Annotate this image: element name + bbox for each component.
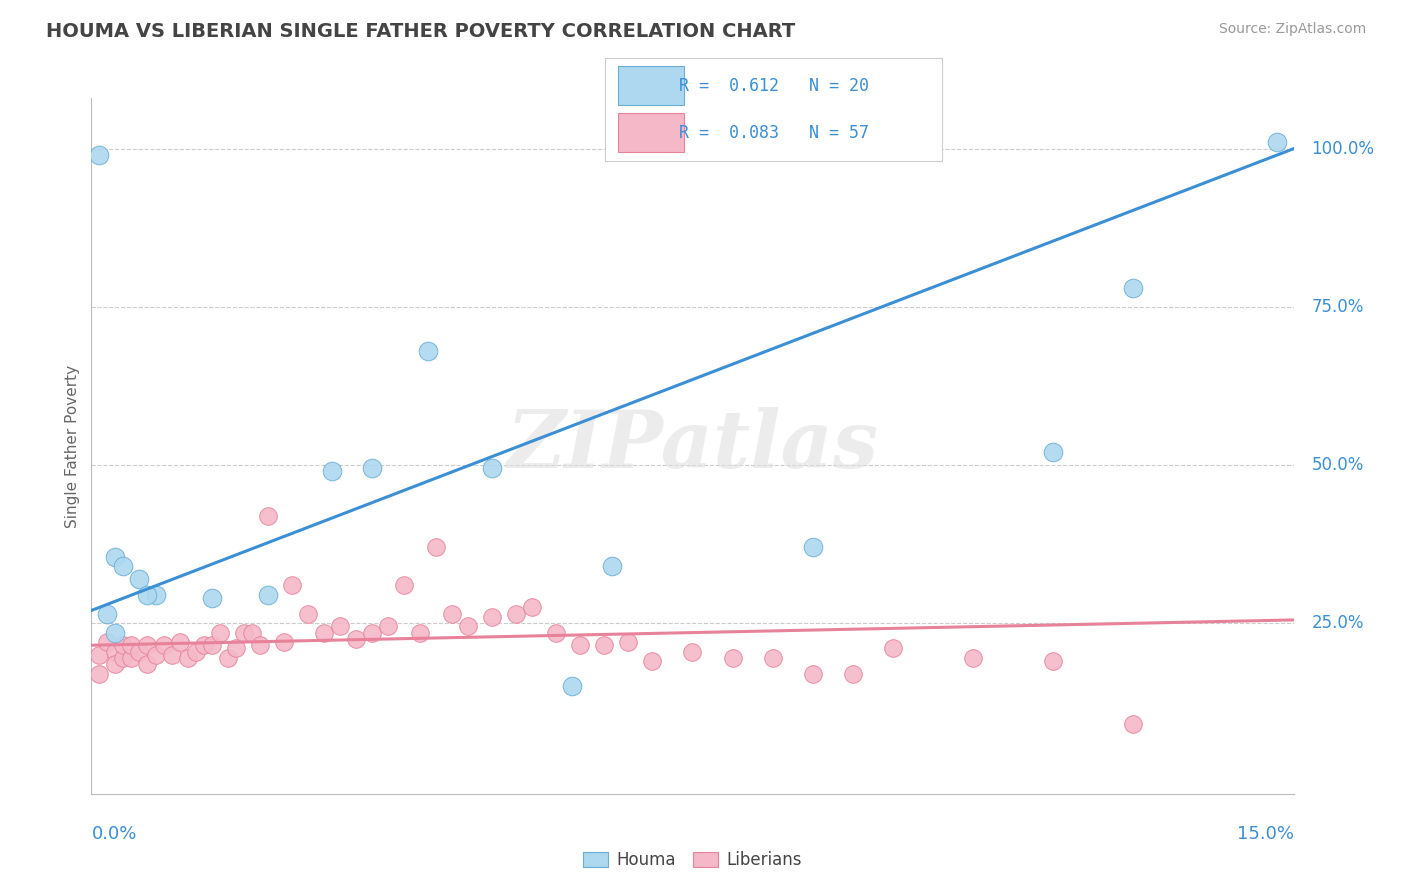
FancyBboxPatch shape — [619, 66, 685, 105]
Point — [232, 625, 254, 640]
Point — [136, 588, 159, 602]
Point — [104, 549, 127, 564]
Point — [273, 635, 295, 649]
Point — [1267, 136, 1289, 150]
Point — [201, 591, 224, 605]
Point — [184, 644, 207, 658]
Point — [505, 607, 527, 621]
Point — [104, 657, 127, 672]
Point — [416, 344, 439, 359]
Point — [145, 648, 167, 662]
Point — [249, 638, 271, 652]
Text: 100.0%: 100.0% — [1312, 140, 1375, 158]
Point — [1042, 445, 1064, 459]
Point — [312, 625, 335, 640]
Point — [602, 559, 624, 574]
Point — [136, 638, 159, 652]
Point — [152, 638, 174, 652]
Text: R =  0.612   N = 20: R = 0.612 N = 20 — [679, 77, 869, 95]
Point — [112, 638, 135, 652]
Point — [96, 607, 118, 621]
Point — [128, 644, 150, 658]
Text: HOUMA VS LIBERIAN SINGLE FATHER POVERTY CORRELATION CHART: HOUMA VS LIBERIAN SINGLE FATHER POVERTY … — [46, 22, 796, 41]
Point — [962, 651, 984, 665]
Point — [801, 540, 824, 554]
Point — [425, 540, 447, 554]
Point — [121, 651, 143, 665]
Point — [1122, 717, 1144, 731]
Point — [145, 588, 167, 602]
Text: 50.0%: 50.0% — [1312, 456, 1364, 474]
Point — [721, 651, 744, 665]
Point — [457, 619, 479, 633]
Point — [89, 648, 111, 662]
Point — [681, 644, 703, 658]
Point — [169, 635, 191, 649]
Point — [240, 625, 263, 640]
Point — [641, 654, 664, 668]
Point — [104, 644, 127, 658]
Point — [256, 588, 278, 602]
Text: 75.0%: 75.0% — [1312, 298, 1364, 316]
Point — [1122, 281, 1144, 295]
Point — [561, 679, 583, 693]
Text: Source: ZipAtlas.com: Source: ZipAtlas.com — [1219, 22, 1367, 37]
Point — [546, 625, 568, 640]
Point — [96, 635, 118, 649]
Point — [104, 625, 127, 640]
Point — [217, 651, 239, 665]
Legend: Houma, Liberians: Houma, Liberians — [576, 845, 808, 876]
Text: 15.0%: 15.0% — [1236, 825, 1294, 843]
Point — [617, 635, 640, 649]
Point — [208, 625, 231, 640]
Point — [762, 651, 785, 665]
Point — [882, 641, 904, 656]
Text: ZIPatlas: ZIPatlas — [506, 408, 879, 484]
Point — [392, 578, 415, 592]
Point — [89, 666, 111, 681]
Point — [593, 638, 616, 652]
Point — [1042, 654, 1064, 668]
Point — [360, 625, 382, 640]
Point — [225, 641, 247, 656]
Point — [176, 651, 198, 665]
Point — [360, 461, 382, 475]
Point — [801, 666, 824, 681]
Point — [112, 559, 135, 574]
Text: 25.0%: 25.0% — [1312, 614, 1364, 632]
Point — [481, 461, 503, 475]
Point — [409, 625, 432, 640]
Point — [89, 148, 111, 162]
Point — [256, 508, 278, 523]
Text: R =  0.083   N = 57: R = 0.083 N = 57 — [679, 124, 869, 142]
Point — [193, 638, 215, 652]
Point — [440, 607, 463, 621]
Point — [136, 657, 159, 672]
Point — [377, 619, 399, 633]
Point — [321, 464, 343, 478]
Point — [201, 638, 224, 652]
Point — [160, 648, 183, 662]
Point — [297, 607, 319, 621]
Point — [569, 638, 592, 652]
Point — [841, 666, 863, 681]
Point — [329, 619, 352, 633]
Point — [281, 578, 304, 592]
FancyBboxPatch shape — [619, 113, 685, 153]
Point — [344, 632, 367, 646]
Point — [121, 638, 143, 652]
Point — [112, 651, 135, 665]
Point — [481, 609, 503, 624]
Point — [522, 600, 544, 615]
Point — [128, 572, 150, 586]
Y-axis label: Single Father Poverty: Single Father Poverty — [65, 365, 80, 527]
Text: 0.0%: 0.0% — [91, 825, 136, 843]
